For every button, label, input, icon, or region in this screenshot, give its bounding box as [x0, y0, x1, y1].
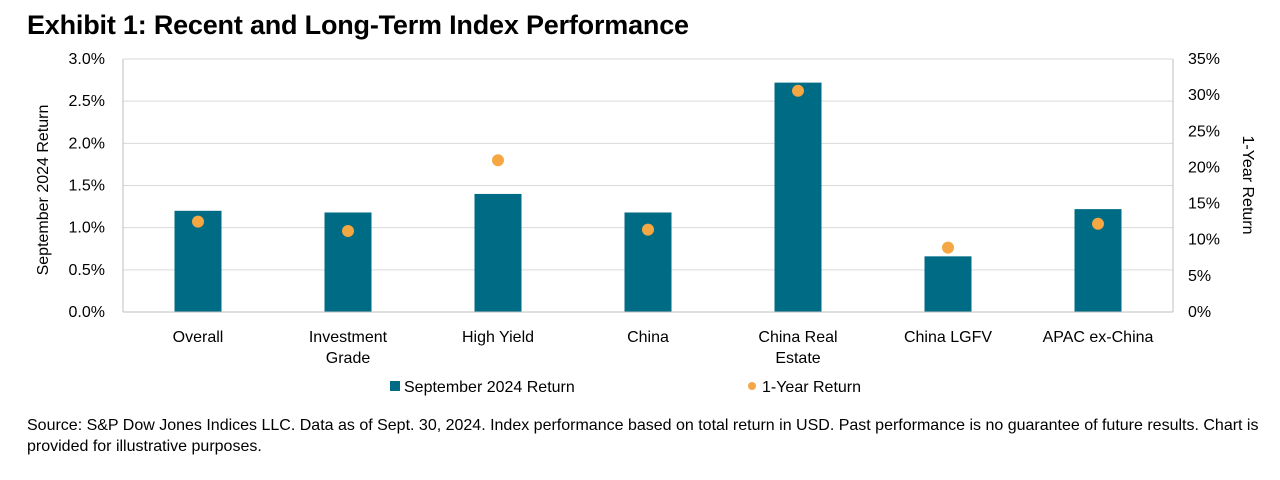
right-tick-label: 25% — [1188, 123, 1220, 140]
bar-series — [174, 82, 1122, 312]
scatter-point — [192, 215, 204, 228]
left-axis-label: September 2024 Return — [35, 105, 52, 276]
legend-swatch-september — [390, 381, 400, 391]
left-tick-label: 1.0% — [69, 220, 105, 237]
right-tick-label: 35% — [1188, 51, 1220, 68]
legend-label-september: September 2024 Return — [404, 379, 575, 396]
x-tick-label: China Real Estate — [758, 329, 837, 367]
left-tick-label: 2.0% — [69, 135, 105, 152]
x-tick-label: China LGFV — [904, 329, 992, 346]
legend-label-1-year: 1-Year Return — [762, 379, 861, 396]
right-tick-label: 20% — [1188, 159, 1220, 176]
left-axis-ticks: 0.0% 0.5% 1.0% 1.5% 2.0% 2.5% 3.0% — [69, 51, 105, 321]
scatter-point — [792, 84, 804, 97]
bar — [774, 82, 822, 312]
x-tick-label: Overall — [173, 329, 224, 346]
source-note: Source: S&P Dow Jones Indices LLC. Data … — [27, 417, 1259, 455]
x-axis-ticks: Overall Investment Grade High Yield China Chi… — [173, 329, 1154, 367]
right-axis-ticks: 0% 5% 10% 15% 20% 25% 30% 35% — [1188, 51, 1220, 321]
right-tick-label: 0% — [1188, 304, 1211, 321]
left-tick-label: 1.5% — [69, 178, 105, 195]
scatter-point — [492, 154, 504, 167]
right-tick-label: 30% — [1188, 87, 1220, 104]
scatter-point — [642, 223, 654, 236]
right-axis-label: 1-Year Return — [1239, 135, 1256, 234]
scatter-point — [942, 241, 954, 254]
right-tick-label: 5% — [1188, 268, 1211, 285]
scatter-point — [342, 225, 354, 238]
scatter-series — [192, 84, 1104, 254]
chart-title: Exhibit 1: Recent and Long-Term Index Pe… — [27, 10, 689, 40]
left-tick-label: 2.5% — [69, 93, 105, 110]
x-tick-label: High Yield — [462, 329, 534, 346]
x-tick-label: China — [627, 329, 669, 346]
left-tick-label: 0.0% — [69, 304, 105, 321]
legend-swatch-1-year — [748, 382, 756, 390]
bar — [174, 210, 222, 312]
chart: 0.0% 0.5% 1.0% 1.5% 2.0% 2.5% 3.0% 0% 5% 10% 15% 2… — [35, 51, 1256, 396]
legend: September 2024 Return 1-Year Return — [390, 379, 861, 396]
right-tick-label: 15% — [1188, 196, 1220, 213]
right-tick-label: 10% — [1188, 232, 1220, 249]
left-tick-label: 0.5% — [69, 262, 105, 279]
axes — [122, 59, 1174, 313]
x-tick-label: APAC ex-China — [1043, 329, 1154, 346]
left-tick-label: 3.0% — [69, 51, 105, 68]
bar — [474, 193, 522, 312]
bar — [924, 256, 972, 312]
x-tick-label: Investment Grade — [309, 329, 388, 367]
scatter-point — [1092, 217, 1104, 230]
